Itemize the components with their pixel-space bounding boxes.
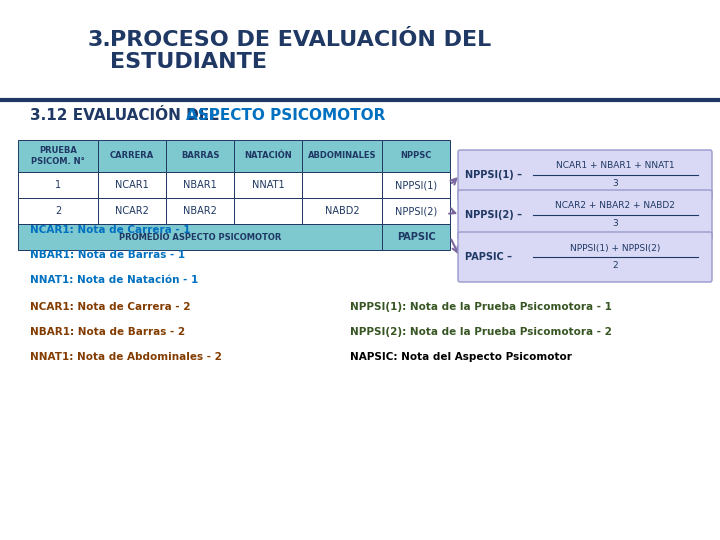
Text: 3.: 3. bbox=[88, 30, 112, 50]
Text: ESTUDIANTE: ESTUDIANTE bbox=[110, 52, 267, 72]
Text: NPPSC: NPPSC bbox=[400, 152, 432, 160]
Text: NPPSI(2) –: NPPSI(2) – bbox=[465, 210, 522, 220]
Text: NCAR1: Nota de Carrera - 1: NCAR1: Nota de Carrera - 1 bbox=[30, 225, 191, 235]
Text: NPPSI(2): NPPSI(2) bbox=[395, 206, 437, 216]
Text: PAPSIC –: PAPSIC – bbox=[465, 252, 512, 262]
Bar bbox=[382, 224, 450, 250]
Text: PAPSIC: PAPSIC bbox=[397, 232, 436, 242]
Text: NPPSI(2): Nota de la Prueba Psicomotora - 2: NPPSI(2): Nota de la Prueba Psicomotora … bbox=[350, 327, 612, 337]
Text: NPPSI(1) + NPPSI(2): NPPSI(1) + NPPSI(2) bbox=[570, 244, 660, 253]
Text: ASPECTO PSICOMOTOR: ASPECTO PSICOMOTOR bbox=[186, 109, 385, 124]
Bar bbox=[98, 172, 166, 198]
Text: 1: 1 bbox=[55, 180, 61, 190]
Bar bbox=[302, 140, 382, 172]
Bar bbox=[166, 172, 234, 198]
Text: PROCESO DE EVALUACIÓN DEL: PROCESO DE EVALUACIÓN DEL bbox=[110, 30, 491, 50]
Bar bbox=[234, 172, 302, 198]
Text: NBAR1: Nota de Barras - 2: NBAR1: Nota de Barras - 2 bbox=[30, 327, 185, 337]
Bar bbox=[18, 172, 98, 198]
Bar bbox=[234, 140, 302, 172]
Bar bbox=[166, 198, 234, 224]
Text: BARRAS: BARRAS bbox=[181, 152, 220, 160]
Text: NCAR1 + NBAR1 + NNAT1: NCAR1 + NBAR1 + NNAT1 bbox=[556, 161, 675, 171]
Text: NNAT1: Nota de Natación - 1: NNAT1: Nota de Natación - 1 bbox=[30, 275, 198, 285]
Bar bbox=[18, 224, 382, 250]
Text: NBAR1: NBAR1 bbox=[183, 180, 217, 190]
Bar bbox=[18, 140, 98, 172]
Text: 3: 3 bbox=[612, 179, 618, 188]
Text: NNAT1: Nota de Abdominales - 2: NNAT1: Nota de Abdominales - 2 bbox=[30, 352, 222, 362]
Text: PRUEBA
PSICOM. N°: PRUEBA PSICOM. N° bbox=[31, 146, 85, 166]
Bar bbox=[98, 140, 166, 172]
FancyBboxPatch shape bbox=[458, 190, 712, 240]
Bar bbox=[302, 198, 382, 224]
Bar bbox=[382, 140, 450, 172]
Text: CARRERA: CARRERA bbox=[110, 152, 154, 160]
Text: NPPSI(1) –: NPPSI(1) – bbox=[465, 170, 522, 180]
Text: NCAR1: NCAR1 bbox=[115, 180, 149, 190]
Text: NBAR1: Nota de Barras - 1: NBAR1: Nota de Barras - 1 bbox=[30, 250, 185, 260]
Text: 2: 2 bbox=[612, 261, 618, 271]
Text: ABDOMINALES: ABDOMINALES bbox=[307, 152, 377, 160]
Bar bbox=[0, 0, 720, 100]
Text: NATACIÓN: NATACIÓN bbox=[244, 152, 292, 160]
Text: NCAR1: Nota de Carrera - 2: NCAR1: Nota de Carrera - 2 bbox=[30, 302, 191, 312]
Bar bbox=[382, 172, 450, 198]
Bar bbox=[234, 198, 302, 224]
Text: NABD2: NABD2 bbox=[325, 206, 359, 216]
Text: NCAR2 + NBAR2 + NABD2: NCAR2 + NBAR2 + NABD2 bbox=[555, 201, 675, 211]
Bar bbox=[302, 172, 382, 198]
Bar bbox=[18, 198, 98, 224]
Bar bbox=[166, 140, 234, 172]
Text: 2: 2 bbox=[55, 206, 61, 216]
Text: NNAT1: NNAT1 bbox=[251, 180, 284, 190]
Bar bbox=[382, 198, 450, 224]
Text: NCAR2: NCAR2 bbox=[115, 206, 149, 216]
Text: NAPSIC: Nota del Aspecto Psicomotor: NAPSIC: Nota del Aspecto Psicomotor bbox=[350, 352, 572, 362]
FancyBboxPatch shape bbox=[458, 232, 712, 282]
Bar bbox=[98, 198, 166, 224]
Text: NBAR2: NBAR2 bbox=[183, 206, 217, 216]
Text: NPPSI(1): Nota de la Prueba Psicomotora - 1: NPPSI(1): Nota de la Prueba Psicomotora … bbox=[350, 302, 612, 312]
Text: NPPSI(1): NPPSI(1) bbox=[395, 180, 437, 190]
FancyBboxPatch shape bbox=[458, 150, 712, 200]
Text: PROMEDIO ASPECTO PSICOMOTOR: PROMEDIO ASPECTO PSICOMOTOR bbox=[119, 233, 282, 241]
Text: 3.12 EVALUACIÓN DEL: 3.12 EVALUACIÓN DEL bbox=[30, 109, 224, 124]
Text: 3: 3 bbox=[612, 219, 618, 228]
